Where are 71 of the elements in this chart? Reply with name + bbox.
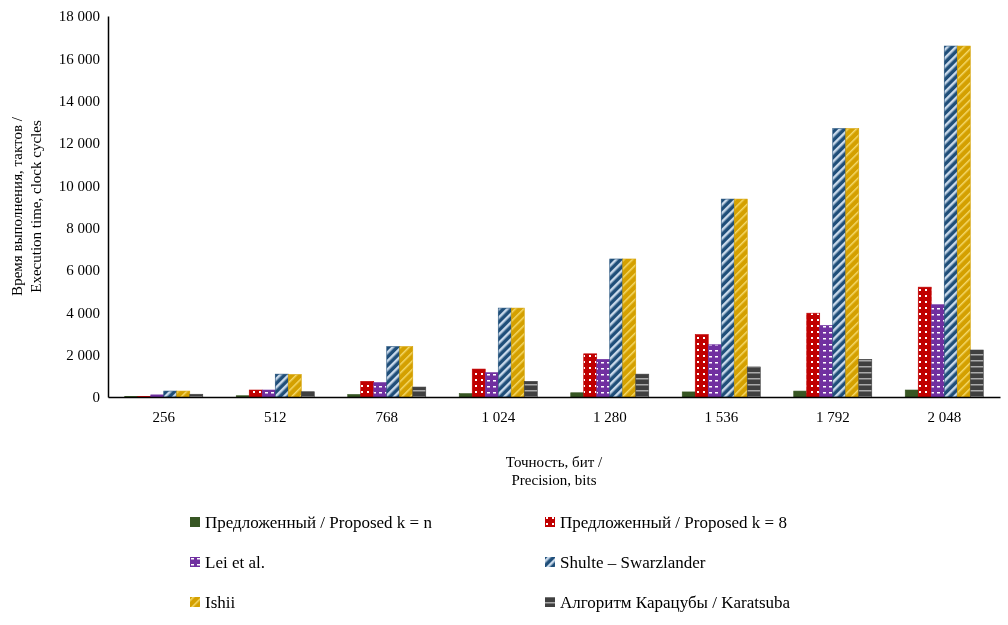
bar (484, 372, 499, 398)
bar (248, 389, 263, 398)
bar (917, 286, 932, 398)
bar (956, 45, 971, 398)
bar (287, 374, 302, 398)
bar (570, 392, 585, 398)
bar (300, 391, 315, 398)
bar (189, 393, 204, 398)
x-tick-label: 1 280 (592, 408, 627, 425)
bar (845, 128, 860, 398)
legend-label: Алгоритм Карацубы / Karatsuba (560, 593, 791, 612)
bar (347, 394, 362, 398)
bar (583, 353, 598, 398)
y-tick-label: 10 000 (58, 177, 100, 194)
bar (720, 198, 735, 398)
y-tick-label: 14 000 (58, 92, 100, 109)
x-tick-label: 256 (152, 408, 176, 425)
bar (930, 304, 945, 398)
bar (399, 346, 414, 398)
bar (471, 368, 486, 398)
bar (806, 312, 821, 398)
bar (819, 325, 834, 398)
bar (360, 381, 375, 398)
bar (412, 386, 427, 398)
x-axis-title: Точность, бит / Precision, bits (505, 454, 603, 488)
bar (904, 389, 919, 398)
bar (497, 307, 512, 398)
y-tick-label: 12 000 (58, 135, 100, 152)
legend-label: Shulte – Swarzlander (560, 553, 706, 572)
x-tick-label: 1 792 (815, 408, 850, 425)
bar (596, 359, 611, 398)
bar (150, 394, 165, 398)
bar (523, 381, 538, 398)
bar (707, 344, 722, 398)
x-tick-label: 512 (264, 408, 287, 425)
bar (858, 359, 873, 398)
y-axis-title: Время выполнения, тактов / Execution time, clock cycles (9, 116, 44, 296)
bar (943, 45, 958, 398)
bar (510, 307, 525, 398)
y-tick-label: 6 000 (66, 262, 100, 279)
bar (386, 346, 401, 398)
bar (746, 366, 761, 398)
bar (274, 373, 289, 398)
bar (793, 390, 808, 398)
bar (635, 373, 650, 398)
bar (969, 349, 984, 398)
bar (832, 128, 847, 398)
bar (373, 382, 388, 398)
bar (681, 391, 696, 398)
y-tick-label: 8 000 (66, 219, 100, 236)
x-tick-label: 1 536 (704, 408, 739, 425)
bar (458, 393, 473, 398)
bar (261, 389, 276, 398)
x-tick-label: 768 (375, 408, 398, 425)
bar (694, 334, 709, 398)
x-tick-label: 2 048 (927, 408, 962, 425)
legend-label: Lei et al. (205, 553, 265, 572)
bar (176, 390, 191, 398)
y-tick-label: 2 000 (66, 346, 100, 363)
bar (733, 198, 748, 398)
y-tick-label: 16 000 (58, 50, 100, 67)
legend-label: Предложенный / Proposed k = 8 (560, 513, 787, 532)
legend-label: Предложенный / Proposed k = n (205, 513, 433, 532)
y-tick-label: 4 000 (66, 304, 100, 321)
bar (622, 258, 637, 398)
x-tick-label: 1 024 (481, 408, 516, 425)
y-tick-label: 0 (92, 389, 100, 406)
legend-label: Ishii (205, 593, 236, 612)
y-tick-label: 18 000 (58, 8, 100, 25)
bar (609, 258, 624, 398)
bar (163, 390, 178, 398)
